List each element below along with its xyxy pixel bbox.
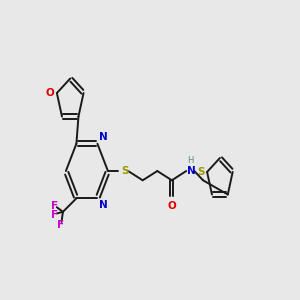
Text: F: F [51, 210, 58, 220]
Text: O: O [45, 88, 54, 98]
Text: S: S [121, 166, 128, 176]
Text: N: N [187, 166, 196, 176]
Text: H: H [187, 156, 194, 165]
Text: S: S [197, 167, 204, 177]
Text: O: O [167, 201, 176, 211]
Text: F: F [51, 200, 58, 211]
Text: N: N [99, 200, 108, 210]
Text: N: N [99, 132, 108, 142]
Text: F: F [57, 220, 64, 230]
